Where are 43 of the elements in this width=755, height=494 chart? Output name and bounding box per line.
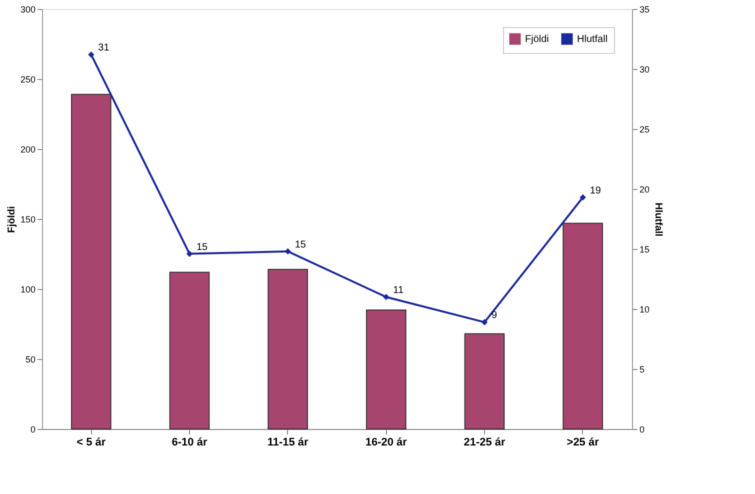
- y2-tick-label: 5: [640, 364, 645, 374]
- bar: [562, 222, 603, 430]
- x-tick-label: 11-15 ár: [267, 436, 310, 448]
- y2-tick-label: 0: [640, 424, 645, 434]
- y2-tick-label: 20: [640, 184, 650, 194]
- x-tick-label: 21-25 ár: [464, 436, 506, 448]
- legend-label: Fjöldi: [525, 34, 549, 45]
- bar: [464, 333, 505, 430]
- y2-tick-label: 10: [640, 304, 650, 314]
- bar: [268, 268, 308, 430]
- x-tick-label: >25 ár: [566, 436, 600, 448]
- y2-tick-label: 15: [640, 244, 650, 254]
- y-tick-label: 50: [25, 354, 36, 364]
- y-tick-label: 300: [20, 4, 36, 14]
- bar: [71, 94, 112, 430]
- data-label: 15: [196, 242, 208, 253]
- bar: [366, 310, 406, 430]
- y2-tick-label: 30: [640, 64, 650, 74]
- point: [88, 51, 94, 58]
- x-tick-label: 16-20 ár: [365, 436, 408, 448]
- data-label: 9: [492, 310, 498, 322]
- data-label: 19: [590, 185, 602, 196]
- x-tick-label: < 5 ár: [76, 436, 106, 448]
- y-tick-label: 0: [30, 424, 36, 434]
- point: [383, 294, 390, 300]
- y2-tick-label: 25: [640, 124, 650, 134]
- y-tick-label: 250: [20, 74, 36, 84]
- x-tick-label: 6-10 ár: [172, 436, 208, 448]
- point: [481, 319, 488, 326]
- y-tick-label: 150: [20, 214, 36, 224]
- point: [580, 194, 586, 201]
- data-label: 15: [294, 239, 306, 250]
- legend-label: Hlutfall: [577, 34, 608, 45]
- y-tick-label: 100: [20, 284, 36, 294]
- point: [284, 248, 291, 255]
- point: [186, 250, 193, 257]
- y-axis-title: Fjöldi: [6, 206, 18, 233]
- bar: [169, 272, 210, 430]
- y-tick-label: 200: [20, 144, 36, 154]
- data-label: 11: [393, 285, 404, 296]
- y2-axis-title: Hlutfall: [652, 202, 664, 237]
- data-label: 31: [98, 42, 110, 54]
- y2-tick-label: 35: [640, 4, 650, 14]
